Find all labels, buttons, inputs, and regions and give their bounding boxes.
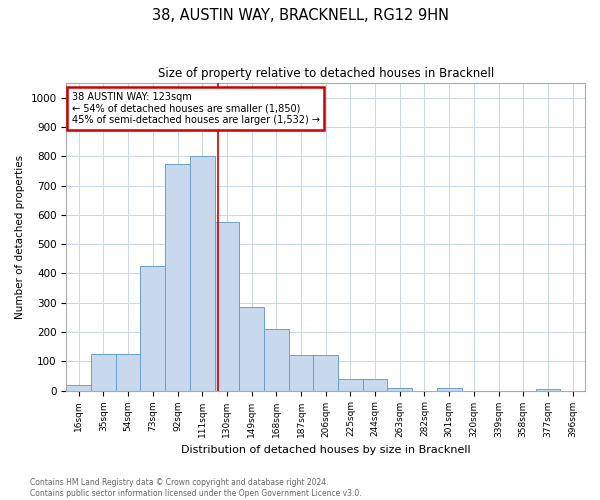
Bar <box>363 379 388 390</box>
Bar <box>313 356 338 390</box>
Text: Contains HM Land Registry data © Crown copyright and database right 2024.
Contai: Contains HM Land Registry data © Crown c… <box>30 478 362 498</box>
Title: Size of property relative to detached houses in Bracknell: Size of property relative to detached ho… <box>158 68 494 80</box>
Bar <box>67 384 91 390</box>
Bar <box>116 354 140 391</box>
Bar <box>264 329 289 390</box>
Bar <box>165 164 190 390</box>
Bar <box>215 222 239 390</box>
Bar <box>388 388 412 390</box>
Text: 38, AUSTIN WAY, BRACKNELL, RG12 9HN: 38, AUSTIN WAY, BRACKNELL, RG12 9HN <box>151 8 449 22</box>
Bar <box>536 389 560 390</box>
Bar <box>289 356 313 390</box>
Bar <box>239 307 264 390</box>
Bar <box>338 379 363 390</box>
X-axis label: Distribution of detached houses by size in Bracknell: Distribution of detached houses by size … <box>181 445 470 455</box>
Bar <box>190 156 215 390</box>
Bar <box>140 266 165 390</box>
Y-axis label: Number of detached properties: Number of detached properties <box>15 155 25 319</box>
Bar <box>91 354 116 391</box>
Text: 38 AUSTIN WAY: 123sqm
← 54% of detached houses are smaller (1,850)
45% of semi-d: 38 AUSTIN WAY: 123sqm ← 54% of detached … <box>71 92 320 126</box>
Bar <box>437 388 461 390</box>
